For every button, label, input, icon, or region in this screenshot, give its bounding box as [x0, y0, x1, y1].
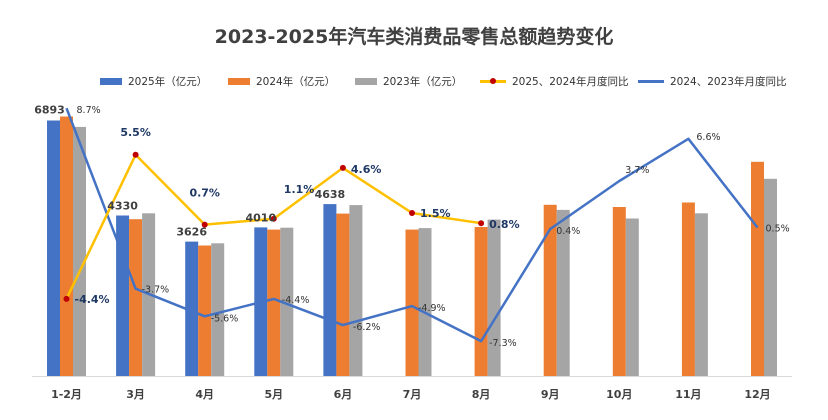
bar-s1-6 [474, 227, 488, 376]
x-tick-label-8: 10月 [606, 388, 632, 401]
bar-label-2025-2: 3626 [176, 226, 207, 239]
yoy-2024-label-5: -4.9% [418, 303, 446, 314]
yoy-2024-label-10: 0.5% [766, 224, 790, 235]
bar-s0-1 [116, 215, 130, 376]
bar-s0-0 [47, 120, 60, 376]
line-marker-0-4 [339, 164, 346, 171]
bar-s1-1 [129, 219, 143, 376]
legend-item-yoy-2025: 2025、2024年月度同比 [480, 71, 628, 91]
bar-label-2025-3: 4010 [245, 211, 276, 224]
legend-swatch-2025 [100, 77, 122, 85]
legend-label-2023: 2023年（亿元） [383, 75, 463, 88]
bar-s2-10 [764, 178, 777, 376]
x-tick-label-4: 6月 [334, 388, 353, 401]
line-series-1 [65, 107, 759, 343]
bar-label-2025-4: 4638 [315, 188, 346, 201]
bar-s2-4 [349, 205, 363, 376]
x-tick-label-0: 1-2月 [51, 388, 82, 401]
bar-s1-3 [267, 229, 281, 376]
x-tick-label-10: 12月 [744, 388, 770, 401]
legend-item-2023: 2023年（亿元） [355, 71, 462, 91]
bar-s0-2 [185, 241, 199, 376]
x-tick-label-6: 8月 [472, 388, 491, 401]
yoy-2025-label-0: -4.4% [75, 293, 110, 306]
yoy-2025-label-3: 1.1% [284, 183, 315, 196]
bar-s2-9 [694, 213, 708, 376]
line-marker-0-2 [201, 221, 208, 228]
line-marker-0-3 [270, 215, 277, 222]
line-marker-0-1 [132, 151, 139, 158]
bar-s1-0 [60, 116, 73, 376]
legend-label-yoy-2024: 2024、2023年月度同比 [670, 75, 787, 88]
yoy-2025-label-1: 5.5% [120, 126, 151, 139]
yoy-2024-label-2: -5.6% [211, 313, 239, 324]
bar-label-2025-0: 6893 [34, 104, 65, 117]
x-tick-label-9: 11月 [675, 388, 701, 401]
x-tick-label-1: 3月 [126, 388, 145, 401]
legend-swatch-yoy-2024 [638, 76, 664, 86]
yoy-2024-label-3: -4.4% [282, 295, 310, 306]
yoy-2024-label-0: 8.7% [77, 105, 101, 116]
yoy-2024-label-4: -6.2% [353, 322, 381, 333]
x-tick-label-5: 7月 [403, 388, 422, 401]
bar-s1-2 [198, 245, 212, 376]
legend-label-2024: 2024年（亿元） [256, 75, 336, 88]
yoy-2024-label-1: -3.7% [142, 285, 170, 296]
x-tick-label-2: 4月 [195, 388, 214, 401]
legend-item-2025: 2025年（亿元） [100, 71, 207, 91]
bar-s0-4 [323, 204, 337, 376]
bar-s2-3 [280, 227, 294, 376]
line-marker-0-6 [478, 220, 485, 227]
bar-s1-8 [612, 207, 626, 376]
yoy-2024-label-9: 6.6% [696, 132, 720, 143]
bar-s1-9 [681, 202, 695, 376]
legend-label-yoy-2025: 2025、2024年月度同比 [512, 75, 629, 88]
legend-item-yoy-2024: 2024、2023年月度同比 [638, 71, 786, 91]
bar-s2-7 [556, 209, 570, 376]
bar-s1-4 [336, 213, 350, 376]
line-marker-0-0 [63, 295, 70, 302]
bar-s1-5 [405, 229, 419, 376]
legend: 2025年（亿元） 2024年（亿元） 2023年（亿元） 2025、2024年… [100, 71, 800, 91]
legend-label-2025: 2025年（亿元） [128, 75, 208, 88]
bar-s1-7 [543, 204, 557, 376]
bar-label-2025-1: 4330 [107, 200, 138, 213]
line-marker-0-5 [409, 210, 415, 216]
yoy-2025-label-6: 0.8% [489, 218, 520, 231]
yoy-2025-label-4: 4.6% [351, 163, 382, 176]
bar-s2-5 [418, 228, 432, 376]
x-tick-label-3: 5月 [264, 388, 283, 401]
yoy-2025-label-5: 1.5% [420, 207, 451, 220]
yoy-2024-label-7: 0.4% [556, 226, 580, 237]
bar-s2-2 [211, 243, 225, 376]
legend-swatch-2024 [228, 77, 250, 85]
yoy-2024-label-8: 3.7% [625, 165, 649, 176]
bar-s2-8 [625, 218, 639, 376]
x-tick-label-7: 9月 [541, 388, 560, 401]
legend-swatch-2023 [355, 77, 377, 85]
bar-s2-6 [487, 219, 501, 376]
legend-item-2024: 2024年（亿元） [228, 71, 335, 91]
bar-s2-0 [73, 126, 86, 377]
bar-s1-10 [751, 161, 764, 376]
legend-swatch-yoy-2025 [480, 76, 506, 86]
chart-title: 2023-2025年汽车类消费品零售总额趋势变化 [214, 26, 614, 48]
yoy-2024-label-6: -7.3% [489, 338, 517, 349]
yoy-2025-label-2: 0.7% [189, 187, 220, 200]
